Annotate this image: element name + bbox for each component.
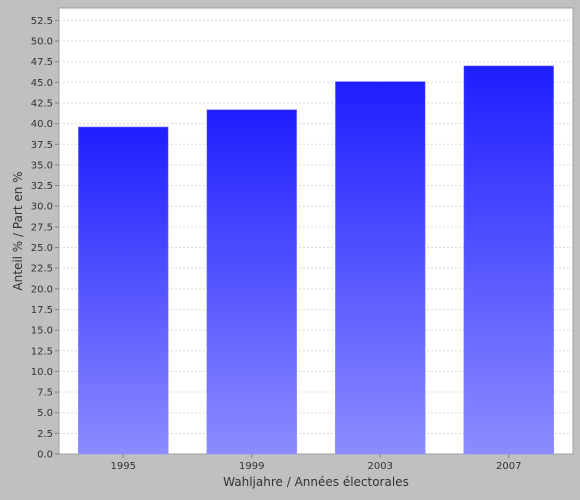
y-tick-label: 0.0: [37, 450, 53, 461]
y-tick-label: 17.5: [31, 305, 53, 316]
y-tick-label: 7.5: [37, 388, 53, 399]
y-tick-label: 42.5: [31, 98, 53, 109]
x-axis-title: Wahljahre / Années électorales: [223, 475, 409, 489]
y-tick-label: 52.5: [31, 16, 53, 27]
bar-1995: [77, 126, 169, 455]
y-tick-label: 47.5: [31, 57, 53, 68]
bar-1999: [206, 109, 298, 455]
x-tick-label: 2003: [368, 461, 393, 472]
y-tick-label: 35.0: [31, 160, 53, 171]
y-tick-label: 2.5: [37, 429, 53, 440]
y-axis-title: Anteil % / Part en %: [11, 171, 25, 290]
y-tick-label: 5.0: [37, 408, 53, 419]
y-tick-label: 22.5: [31, 264, 53, 275]
bars: [77, 65, 555, 455]
y-tick-label: 15.0: [31, 326, 53, 337]
x-tick-label: 1999: [239, 461, 264, 472]
y-tick-label: 20.0: [31, 284, 53, 295]
y-tick-label: 50.0: [31, 37, 53, 48]
y-tick-label: 10.0: [31, 367, 53, 378]
bar-2003: [334, 81, 426, 455]
y-tick-label: 37.5: [31, 140, 53, 151]
y-axis: 0.0 2.5 5.0 7.5 10.0 12.5 15.0 17.5 20.0 22.5 25.0…: [31, 16, 59, 461]
y-tick-label: 27.5: [31, 222, 53, 233]
y-tick-label: 32.5: [31, 181, 53, 192]
y-tick-label: 45.0: [31, 78, 53, 89]
x-axis: 1995 1999 2003 2007: [111, 454, 521, 472]
y-tick-label: 30.0: [31, 202, 53, 213]
bar-2007: [463, 65, 555, 455]
y-tick-label: 40.0: [31, 119, 53, 130]
y-tick-label: 12.5: [31, 346, 53, 357]
y-tick-label: 25.0: [31, 243, 53, 254]
x-tick-label: 1995: [111, 461, 136, 472]
x-tick-label: 2007: [496, 461, 521, 472]
